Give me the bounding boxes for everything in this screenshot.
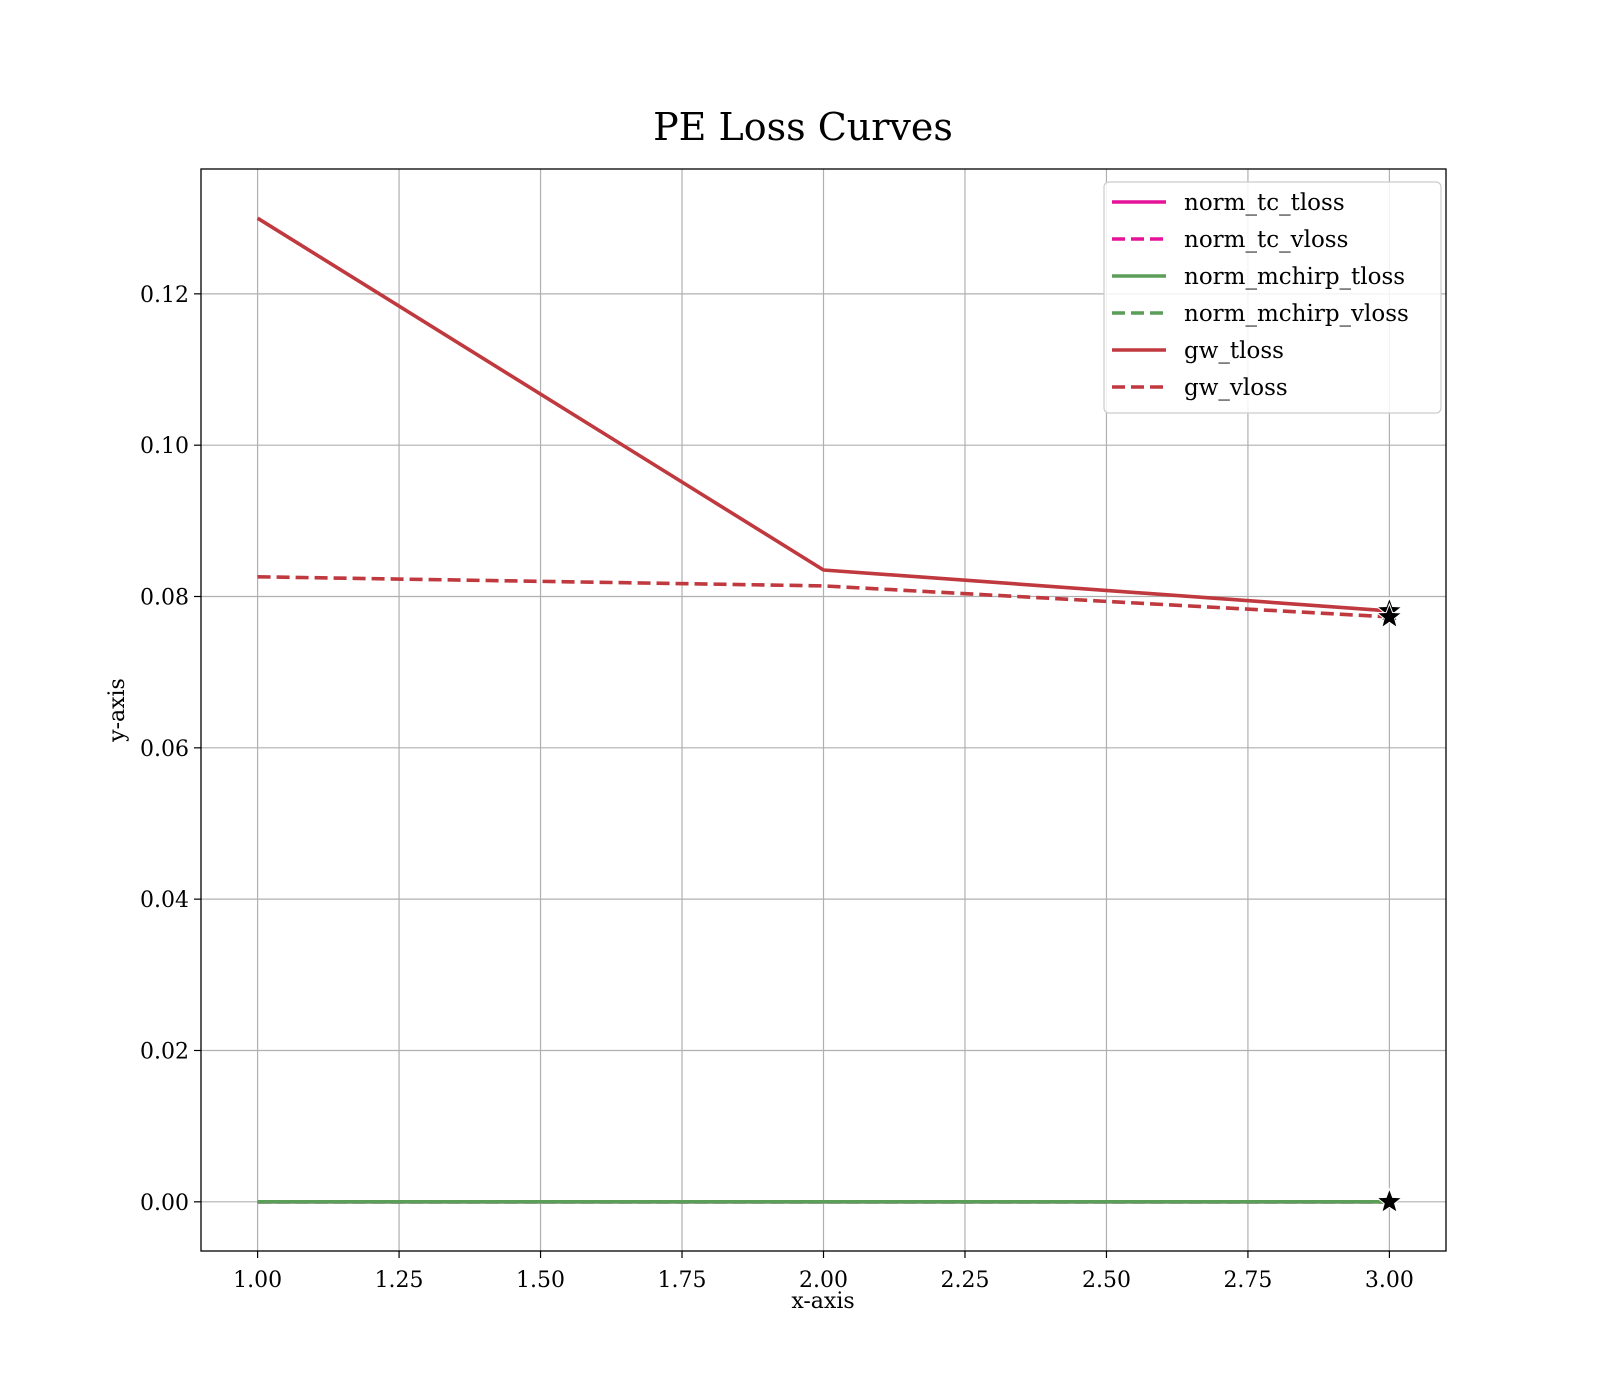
legend-label: gw_vloss	[1184, 375, 1288, 401]
legend-label: norm_tc_vloss	[1184, 227, 1348, 253]
star-marker	[1375, 602, 1404, 629]
y-tick-label: 0.10	[140, 434, 189, 459]
legend: norm_tc_tloss norm_tc_vloss norm_mchirp_tl…	[1103, 181, 1442, 414]
y-tick-label: 0.04	[140, 888, 189, 913]
x-tick-label: 1.50	[516, 1268, 565, 1293]
x-tick-label: 2.00	[799, 1268, 848, 1293]
y-axis-label: y-axis	[105, 678, 130, 743]
legend-label: norm_mchirp_tloss	[1184, 264, 1405, 290]
x-tick-label: 1.25	[375, 1268, 424, 1293]
y-tick-label: 0.00	[140, 1191, 189, 1216]
legend-label: norm_mchirp_vloss	[1184, 301, 1409, 327]
legend-box	[1103, 181, 1442, 414]
y-ticks: 0.00 0.02 0.04 0.06 0.08 0.10 0.12	[140, 283, 201, 1216]
y-tick-label: 0.08	[140, 586, 189, 611]
x-tick-label: 2.25	[940, 1268, 989, 1293]
y-tick-label: 0.12	[140, 283, 189, 308]
y-tick-label: 0.06	[140, 737, 189, 762]
series-line-gw-vloss	[257, 575, 1390, 619]
y-tick-label: 0.02	[140, 1039, 189, 1064]
star-marker	[1375, 1187, 1404, 1214]
x-axis-label: x-axis	[791, 1289, 854, 1314]
x-tick-label: 2.50	[1082, 1268, 1131, 1293]
series-line-gw-tloss	[256, 216, 1390, 613]
x-tick-label: 1.00	[233, 1268, 282, 1293]
legend-label: norm_tc_tloss	[1184, 190, 1345, 216]
x-ticks: 1.00 1.25 1.50 1.75 2.00 2.25 2.50 2.75 3.00	[233, 1251, 1414, 1293]
legend-label: gw_tloss	[1184, 338, 1284, 364]
x-tick-label: 3.00	[1365, 1268, 1414, 1293]
grid-lines	[201, 169, 1446, 1251]
x-tick-label: 1.75	[658, 1268, 707, 1293]
x-tick-label: 2.75	[1223, 1268, 1272, 1293]
end-markers	[1375, 596, 1404, 1214]
series-lines	[256, 216, 1390, 1204]
chart-title: PE Loss Curves	[653, 105, 953, 149]
